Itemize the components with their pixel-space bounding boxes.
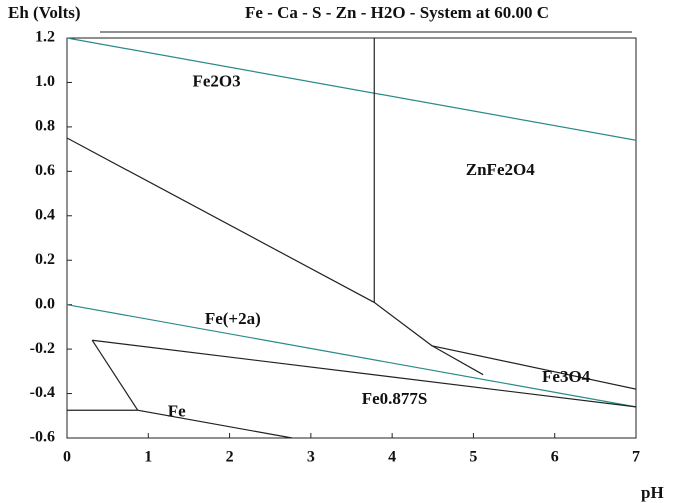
y-tick-label: -0.6: [30, 429, 55, 446]
y-tick-label: -0.4: [30, 384, 55, 401]
y-tick-label: 0.4: [35, 206, 55, 223]
x-tick-label: 0: [63, 449, 71, 466]
x-tick-label: 2: [226, 449, 234, 466]
region-label: Fe3O4: [542, 367, 591, 386]
x-tick-label: 7: [632, 449, 640, 466]
region-label: Fe(+2a): [205, 309, 261, 328]
x-tick-label: 1: [144, 449, 152, 466]
region-label: Fe0.877S: [362, 389, 428, 408]
boundary-line: [92, 339, 637, 408]
x-tick-label: 6: [551, 449, 559, 466]
region-label: Fe: [168, 401, 186, 420]
boundary-line: [91, 339, 293, 439]
boundary-line: [66, 304, 637, 408]
y-axis-label: Eh (Volts): [8, 3, 81, 22]
x-tick-label: 4: [388, 449, 396, 466]
region-label: Fe2O3: [192, 71, 240, 90]
boundary-line: [66, 137, 637, 390]
y-tick-label: 0.8: [35, 118, 55, 135]
region-label: ZnFe2O4: [466, 160, 535, 179]
x-axis-label: pH: [641, 483, 664, 502]
chart-title: Fe - Ca - S - Zn - H2O - System at 60.00…: [245, 3, 549, 22]
y-tick-label: 0.2: [35, 251, 55, 268]
x-tick-label: 5: [469, 449, 477, 466]
y-tick-label: 0.6: [35, 162, 55, 179]
y-tick-label: 1.2: [35, 29, 55, 46]
y-tick-label: -0.2: [30, 340, 55, 357]
boundary-line: [431, 345, 484, 376]
x-tick-label: 3: [307, 449, 315, 466]
y-tick-label: 1.0: [35, 73, 55, 90]
y-tick-label: 0.0: [35, 295, 55, 312]
boundary-line: [66, 37, 637, 141]
plot-frame: [66, 37, 637, 439]
